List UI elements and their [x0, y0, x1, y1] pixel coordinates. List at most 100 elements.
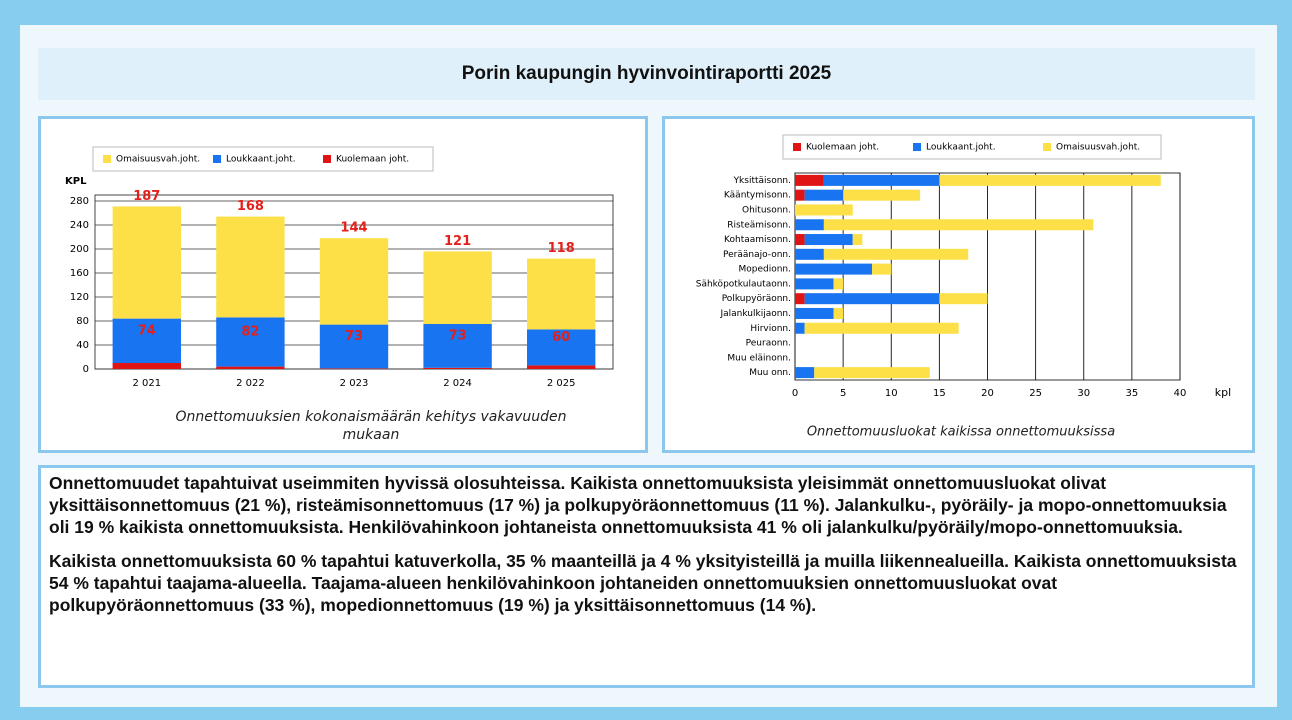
bar-segment: [527, 329, 596, 366]
bar-segment: [795, 322, 805, 334]
bar-segment: [795, 204, 853, 216]
y-tick-label: Jalankulkijaonn.: [719, 309, 791, 319]
y-tick-label: Peräänajo-onn.: [723, 250, 791, 260]
bar-segment: [833, 278, 844, 290]
y-tick-label: Sähköpotkulautaonn.: [696, 279, 791, 289]
chart-caption: Onnettomuusluokat kaikissa onnettomuuksi…: [807, 425, 1115, 440]
bar-segment: [804, 234, 853, 246]
bar-segment: [804, 293, 940, 305]
x-tick-label: 35: [1126, 388, 1139, 399]
bar-segment: [319, 238, 389, 325]
paragraph: Kaikista onnettomuuksista 60 % tapahtui …: [49, 551, 1237, 615]
bar-segment: [423, 324, 492, 368]
bar-segment: [112, 363, 181, 369]
legend-swatch: [913, 143, 921, 151]
x-tick-label: 20: [981, 388, 994, 399]
bar-segment: [795, 248, 824, 260]
bar-segment: [423, 367, 492, 369]
paragraph: Onnettomuudet tapahtuivat useimmiten hyv…: [49, 473, 1227, 537]
y-tick-label: Muu eläinonn.: [727, 353, 791, 363]
bar-segment: [804, 189, 844, 201]
legend-label: Loukkaant.joht.: [926, 143, 996, 153]
y-tick-label: 120: [70, 292, 89, 303]
legend-box: [782, 134, 1162, 160]
legend-swatch: [1043, 143, 1051, 151]
y-tick-label: 240: [70, 220, 89, 231]
bar-segment: [795, 307, 834, 319]
bar-segment: [833, 307, 844, 319]
data-label: 82: [241, 325, 259, 340]
report-title: Porin kaupungin hyvinvointiraportti 2025: [38, 48, 1255, 100]
y-tick-label: 160: [70, 268, 89, 279]
data-label: 187: [133, 189, 160, 204]
bar-segment: [319, 324, 389, 369]
y-tick-label: Muu onn.: [749, 368, 791, 378]
bar-segment: [795, 189, 805, 201]
bar-segment: [795, 293, 805, 305]
bar-segment: [216, 216, 285, 318]
bar-segment: [795, 278, 834, 290]
bar-segment: [795, 174, 824, 186]
data-label: 73: [449, 328, 467, 343]
bar-segment: [319, 368, 389, 369]
bar-segment: [216, 366, 285, 369]
bar-segment: [795, 234, 805, 246]
bar-segment: [823, 219, 1094, 231]
y-tick-label: 40: [76, 340, 89, 351]
x-tick-label: 0: [792, 388, 798, 399]
y-tick-label: 80: [76, 316, 89, 327]
chart: Omaisuusvah.joht. Loukkaant.joht. Kuolemaa…: [65, 146, 614, 443]
y-tick-label: Hirvionn.: [750, 324, 791, 334]
bar-segment: [823, 174, 940, 186]
legend-box: [92, 146, 434, 172]
y-tick-label: Yksittäisonn.: [733, 176, 791, 186]
bar-segment: [804, 322, 959, 334]
bar-segment: [112, 318, 181, 363]
bar-segment: [795, 219, 824, 231]
y-tick-label: 0: [83, 364, 89, 375]
data-label: 74: [138, 323, 156, 338]
x-tick-label: 2 025: [547, 378, 576, 389]
bar-segment: [939, 174, 1161, 186]
legend-label: Omaisuusvah.joht.: [116, 155, 200, 165]
y-axis-label: KPL: [65, 176, 87, 187]
chart-panel: Kuolemaan joht. Loukkaant.joht. Omaisuusva…: [662, 116, 1255, 453]
bar-segment: [795, 367, 815, 379]
legend-swatch: [323, 155, 331, 163]
legend-swatch: [793, 143, 801, 151]
bar-segment: [795, 263, 872, 275]
bar-segment: [527, 365, 596, 369]
data-label: 73: [345, 329, 363, 344]
y-tick-label: Risteämisonn.: [727, 220, 791, 230]
x-tick-label: 2 021: [132, 378, 161, 389]
data-label: 118: [548, 241, 575, 256]
x-tick-label: 2 024: [443, 378, 472, 389]
x-tick-label: 10: [885, 388, 898, 399]
bar-segment: [939, 293, 988, 305]
x-tick-label: 40: [1174, 388, 1187, 399]
legend-swatch: [103, 155, 111, 163]
bar-segment: [527, 258, 596, 330]
x-axis-label: kpl: [1215, 386, 1231, 399]
x-tick-label: 5: [840, 388, 846, 399]
y-tick-label: Mopedionn.: [738, 265, 791, 275]
bar-segment: [872, 263, 892, 275]
chart: Kuolemaan joht. Loukkaant.joht. Omaisuusva…: [696, 134, 1231, 440]
y-tick-label: Ohitusonn.: [742, 205, 791, 215]
bar-segment: [814, 367, 930, 379]
y-tick-label: Kääntymisonn.: [724, 191, 791, 201]
data-label: 144: [340, 221, 367, 236]
legend-label: Loukkaant.joht.: [226, 155, 296, 165]
x-tick-label: 2 022: [236, 378, 265, 389]
y-tick-label: Polkupyöräonn.: [722, 294, 791, 304]
legend-label: Kuolemaan joht.: [806, 143, 879, 153]
data-label: 60: [552, 330, 570, 345]
data-label: 168: [237, 199, 264, 214]
bar-segment: [852, 234, 863, 246]
x-tick-label: 2 023: [340, 378, 369, 389]
bar-segment: [823, 248, 969, 260]
x-tick-label: 30: [1077, 388, 1090, 399]
bar-segment: [423, 251, 492, 324]
chart-panel: Omaisuusvah.joht. Loukkaant.joht. Kuolemaa…: [38, 116, 648, 453]
